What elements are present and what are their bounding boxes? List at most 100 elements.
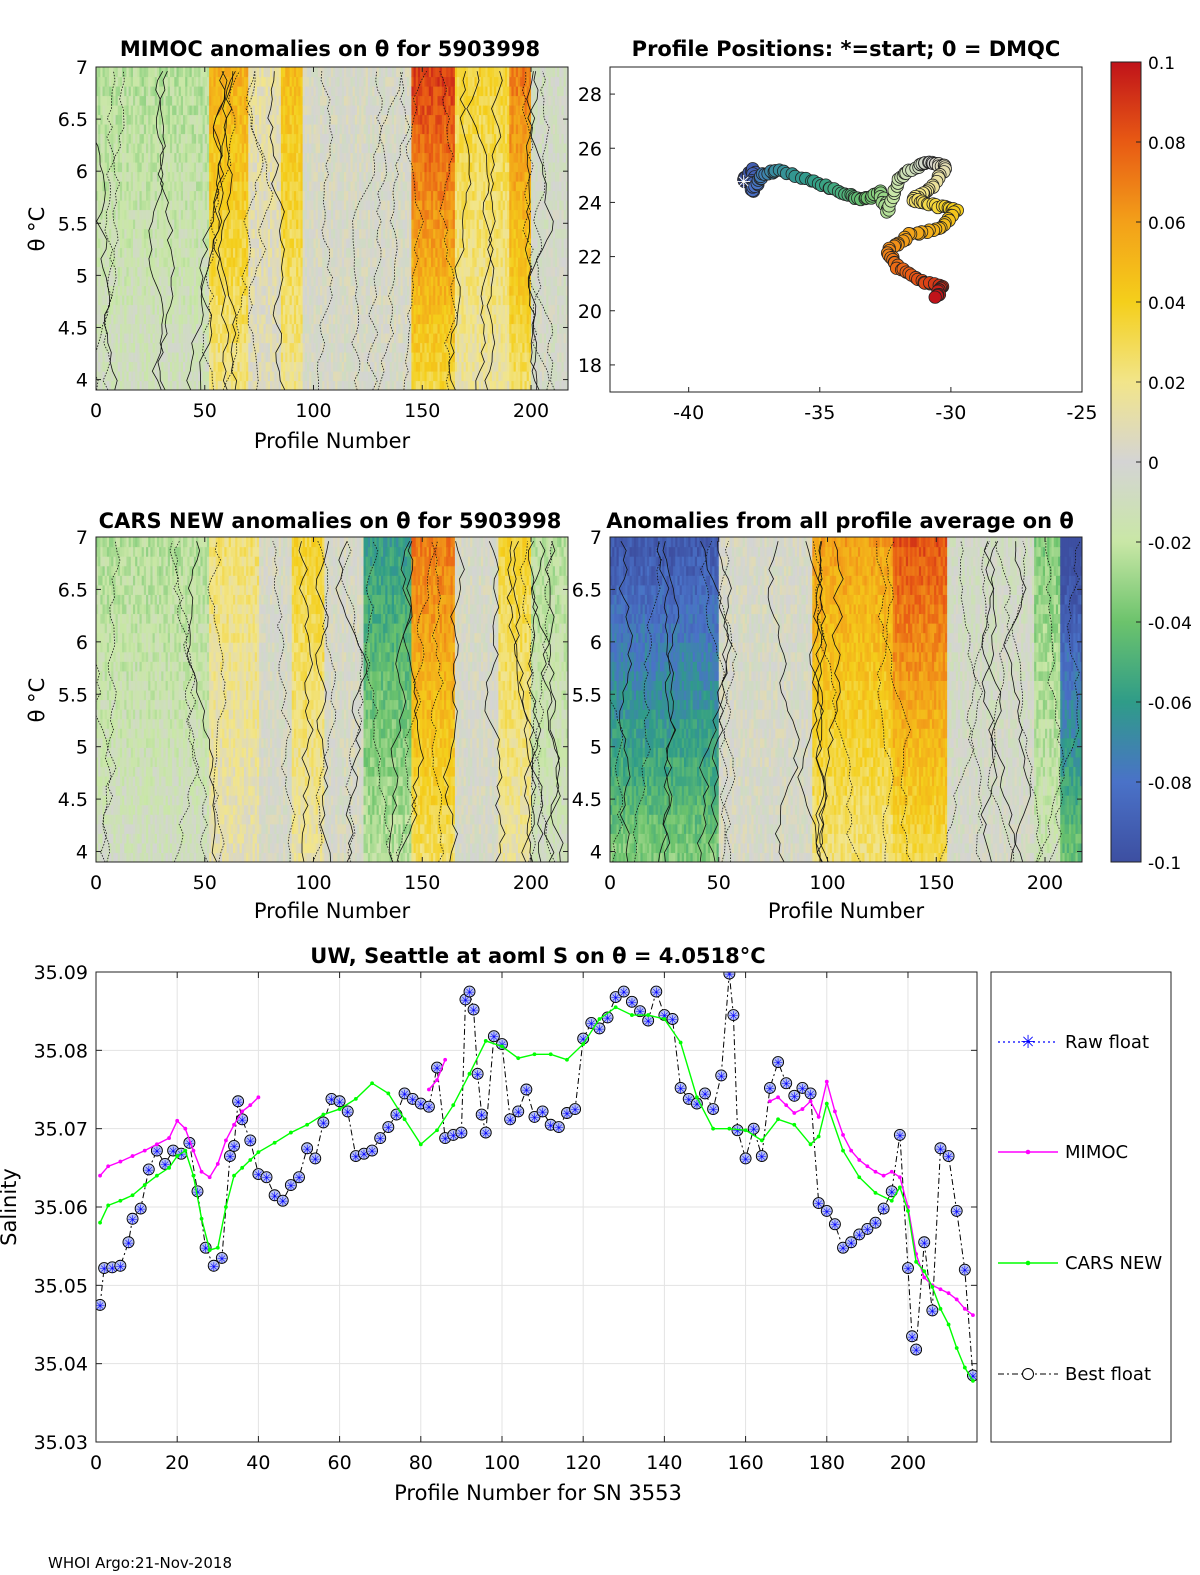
heatmap-cell (122, 133, 125, 144)
heatmap-cell (174, 342, 178, 353)
heatmap-cell (154, 67, 158, 78)
heatmap-cell (259, 114, 262, 125)
heatmap-cell (400, 209, 404, 220)
heatmap-cell (402, 171, 406, 182)
heatmap-cell (117, 190, 121, 201)
heatmap-cell (224, 333, 228, 344)
heatmap-cell (237, 209, 241, 220)
heatmap-cell (343, 333, 347, 344)
heatmap-cell (333, 323, 336, 334)
heatmap-cell (241, 333, 245, 344)
heatmap-cell (215, 171, 219, 182)
heatmap-cell (270, 171, 273, 182)
heatmap-cell (270, 314, 273, 325)
heatmap-cell (402, 371, 406, 382)
heatmap-cell (191, 133, 195, 144)
heatmap-cell (348, 105, 352, 116)
heatmap-cell (256, 181, 260, 192)
heatmap-cell (126, 361, 130, 372)
heatmap-cell (135, 209, 138, 220)
heatmap-cell (354, 95, 358, 106)
heatmap-cell (267, 162, 271, 173)
heatmap-cell (335, 314, 339, 325)
heatmap-cell (313, 333, 317, 344)
heatmap-cell (339, 314, 343, 325)
heatmap-cell (387, 162, 391, 173)
heatmap-cell (128, 238, 132, 249)
heatmap-cell (161, 228, 165, 239)
heatmap-cell (265, 361, 269, 372)
heatmap-cell (304, 86, 308, 97)
heatmap-cell (159, 209, 162, 220)
heatmap-cell (370, 162, 373, 173)
heatmap-cell (141, 124, 145, 135)
heatmap-cell (180, 114, 184, 125)
heatmap-cell (191, 295, 195, 306)
heatmap-cell (306, 276, 310, 287)
heatmap-cell (280, 304, 284, 315)
heatmap-cell (252, 76, 256, 87)
heatmap-cell (346, 323, 349, 334)
heatmap-cell (354, 228, 358, 239)
heatmap-cell (291, 95, 295, 106)
heatmap-cell (320, 133, 323, 144)
heatmap-cell (104, 76, 108, 87)
heatmap-cell (398, 143, 402, 154)
heatmap-cell (300, 67, 304, 78)
heatmap-cell (348, 171, 352, 182)
heatmap-cell (256, 143, 260, 154)
heatmap-cell (189, 352, 193, 363)
heatmap-cell (243, 181, 247, 192)
heatmap-cell (252, 209, 256, 220)
heatmap-cell (391, 200, 395, 211)
heatmap-cell (117, 219, 121, 230)
heatmap-cell (320, 86, 323, 97)
heatmap-cell (380, 181, 384, 192)
heatmap-cell (211, 257, 215, 268)
heatmap-cell (265, 114, 269, 125)
heatmap-cell (320, 190, 323, 201)
heatmap-cell (267, 380, 271, 390)
heatmap-cell (156, 190, 160, 201)
heatmap-cell (389, 86, 393, 97)
heatmap-cell (126, 228, 130, 239)
heatmap-cell (219, 342, 223, 353)
heatmap-cell (226, 171, 230, 182)
heatmap-cell (391, 133, 395, 144)
heatmap-cell (283, 371, 286, 382)
heatmap-cell (165, 162, 169, 173)
heatmap-cell (250, 133, 254, 144)
heatmap-cell (409, 86, 412, 97)
heatmap-cell (363, 323, 367, 334)
heatmap-cell (135, 200, 138, 211)
heatmap-cell (100, 76, 104, 87)
heatmap-cell (391, 190, 395, 201)
heatmap-cell (259, 228, 262, 239)
heatmap-cell (243, 76, 247, 87)
heatmap-cell (254, 133, 258, 144)
heatmap-cell (387, 380, 391, 390)
heatmap-cell (343, 266, 347, 277)
heatmap-cell (285, 162, 289, 173)
heatmap-cell (346, 143, 349, 154)
heatmap-cell (228, 285, 232, 296)
heatmap-cell (211, 181, 215, 192)
heatmap-cell (132, 200, 136, 211)
heatmap-cell (239, 67, 243, 78)
heatmap-cell (172, 342, 175, 353)
heatmap-cell (370, 86, 373, 97)
heatmap-cell (246, 333, 249, 344)
heatmap-cell (261, 162, 265, 173)
heatmap-cell (272, 67, 275, 78)
heatmap-cell (265, 295, 269, 306)
heatmap-cell (285, 285, 289, 296)
heatmap-cell (226, 238, 230, 249)
heatmap-cell (322, 162, 325, 173)
heatmap-cell (191, 238, 195, 249)
heatmap-cell (361, 342, 365, 353)
heatmap-cell (235, 257, 238, 268)
heatmap-cell (387, 228, 391, 239)
heatmap-cell (137, 323, 141, 334)
heatmap-cell (296, 314, 299, 325)
heatmap-cell (404, 86, 408, 97)
